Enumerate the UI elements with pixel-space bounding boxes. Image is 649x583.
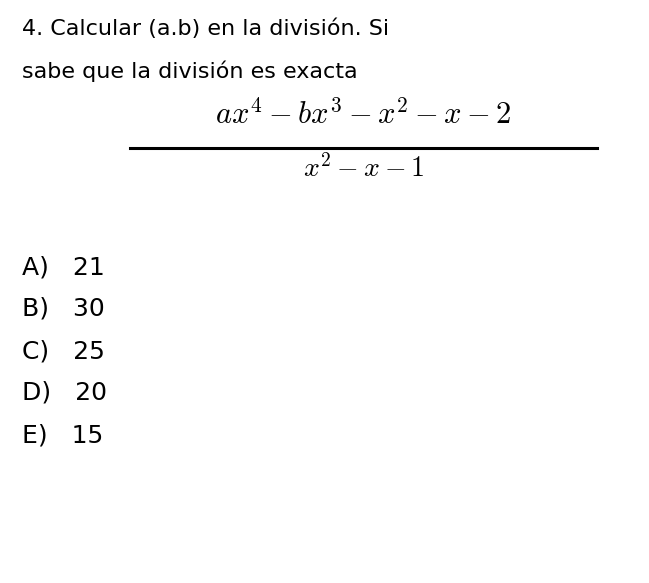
- Text: E)   15: E) 15: [22, 423, 103, 447]
- Text: C)   25: C) 25: [22, 339, 105, 363]
- Text: D)   20: D) 20: [22, 381, 107, 405]
- Text: sabe que la división es exacta: sabe que la división es exacta: [22, 60, 358, 82]
- Text: $ax^4 - bx^3 - x^2 - x - 2$: $ax^4 - bx^3 - x^2 - x - 2$: [215, 99, 512, 130]
- Text: $x^2 - x - 1$: $x^2 - x - 1$: [303, 154, 424, 182]
- Text: B)   30: B) 30: [22, 297, 104, 321]
- Text: A)   21: A) 21: [22, 255, 104, 279]
- Text: 4. Calcular (a.b) en la división. Si: 4. Calcular (a.b) en la división. Si: [22, 18, 389, 38]
